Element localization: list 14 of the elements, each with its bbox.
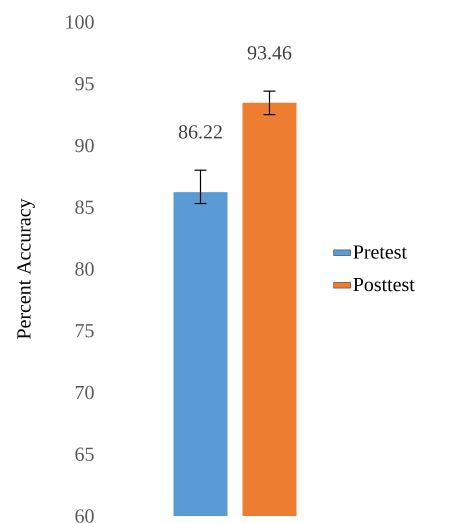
y-axis-title: Percent Accuracy <box>17 198 35 339</box>
y-tick-label: 75 <box>76 324 94 338</box>
legend-label: Pretest <box>353 245 407 259</box>
y-tick-label: 100 <box>66 15 94 29</box>
data-label: 86.22 <box>178 125 222 139</box>
legend-label: Posttest <box>353 278 415 292</box>
y-tick-label: 90 <box>75 138 94 152</box>
y-tick-label: 60 <box>75 509 94 523</box>
y-tick-label: 70 <box>76 386 94 400</box>
y-tick-label: 80 <box>75 262 94 276</box>
y-tick-label: 65 <box>75 448 94 461</box>
y-tick-label: 95 <box>75 77 94 90</box>
data-label: 93.46 <box>248 46 292 60</box>
y-tick-label: 85 <box>75 200 94 214</box>
